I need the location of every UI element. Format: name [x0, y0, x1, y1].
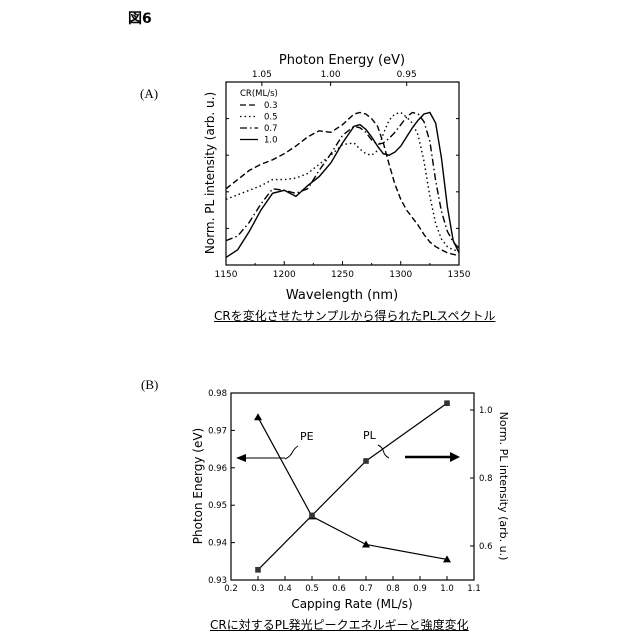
y-tick-label: 0.96: [208, 464, 227, 474]
y2-tick-label: 1.0: [479, 406, 493, 416]
pl-marker: [309, 513, 315, 519]
y-tick-label: 0.94: [208, 539, 227, 549]
x-tick-label: 0.6: [332, 584, 346, 594]
y-tick-label: 0.97: [208, 426, 227, 436]
pl-annotation: PL: [363, 429, 377, 442]
pl-arrowhead: [450, 452, 460, 462]
y2-tick-label: 0.6: [479, 542, 493, 552]
pe-annotation: PE: [300, 430, 314, 443]
x-tick-label: 0.4: [278, 584, 292, 594]
pl-marker: [255, 567, 261, 573]
x-tick-label: 0.9: [413, 584, 427, 594]
x-axis-title-b: Capping Rate (ML/s): [291, 597, 412, 611]
x-tick-label: 0.7: [359, 584, 373, 594]
pe-arrowhead: [236, 454, 246, 462]
x-tick-label: 0.8: [386, 584, 400, 594]
plot-frame-b: [231, 393, 474, 580]
x-tick-label: 1.1: [467, 584, 481, 594]
y-tick-label: 0.95: [208, 501, 227, 511]
y2-tick-label: 0.8: [479, 474, 493, 484]
y2-axis-title-b: Norm. PL intensity (arb. u.): [497, 412, 510, 561]
pl-marker: [444, 400, 450, 406]
x-tick-label: 0.3: [251, 584, 265, 594]
pe-line: [258, 417, 447, 559]
x-tick-label: 1.0: [440, 584, 454, 594]
y-axis-title-b: Photon Energy (eV): [191, 428, 205, 544]
pe-leader-line: [285, 446, 298, 459]
pl-marker: [363, 458, 369, 464]
y-tick-label: 0.93: [208, 576, 227, 586]
x-tick-label: 0.5: [305, 584, 319, 594]
pl-line: [258, 403, 447, 570]
pe-marker: [362, 540, 370, 547]
pe-marker: [254, 413, 262, 420]
y-tick-label: 0.98: [208, 389, 227, 399]
